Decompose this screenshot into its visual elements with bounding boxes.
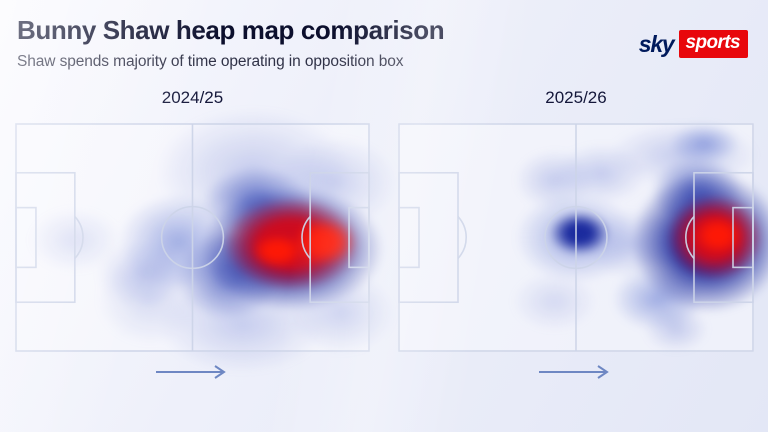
header: Bunny Shaw heap map comparison Shaw spen… <box>17 15 445 71</box>
heatmap-pitch-2025-26 <box>398 123 768 352</box>
sports-logo-badge: sports <box>678 30 748 58</box>
page-title: Bunny Shaw heap map comparison <box>17 15 445 45</box>
heat-blob <box>96 239 189 309</box>
heat-blob <box>643 306 708 352</box>
heat-blob <box>693 215 744 255</box>
attack-direction-arrow-left <box>156 365 226 379</box>
heat-blob <box>511 271 598 332</box>
pitch-lines <box>15 123 370 352</box>
heatmap-pitch-2024-25 <box>15 108 399 373</box>
heat-blob <box>515 150 594 210</box>
sky-logo-text: sky <box>638 30 675 57</box>
page-subtitle: Shaw spends majority of time operating i… <box>17 53 404 70</box>
sky-sports-logo: sky sports <box>639 30 748 58</box>
season-label-2024-25: 2024/25 <box>161 88 224 107</box>
pitch-lines <box>398 123 754 352</box>
heat-layer-2024-25 <box>15 108 399 373</box>
season-label-2025-26: 2025/26 <box>545 88 607 107</box>
attack-direction-arrow-right <box>539 365 609 379</box>
